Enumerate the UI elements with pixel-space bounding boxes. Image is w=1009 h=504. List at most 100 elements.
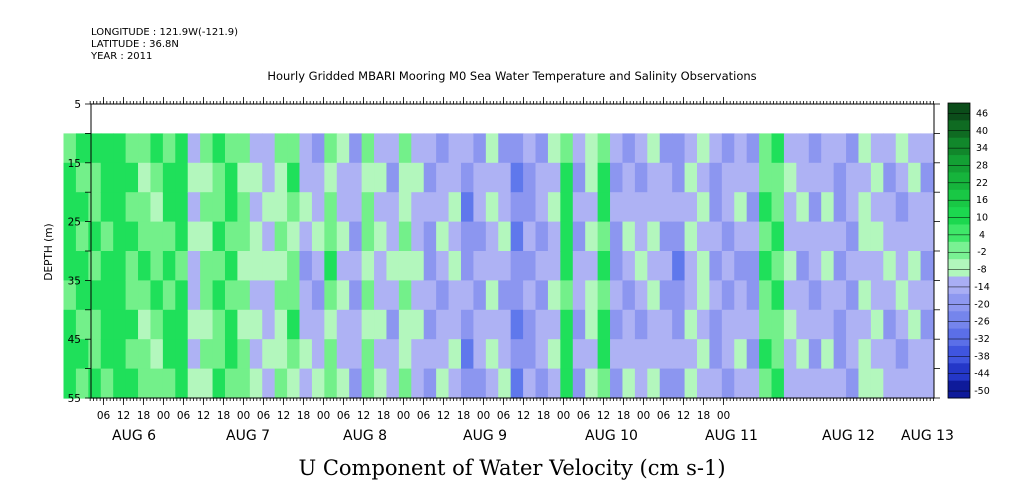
y-tick-label: 15 [68, 158, 81, 170]
heatmap-cell [734, 280, 748, 311]
heatmap-cell [870, 133, 884, 164]
heatmap-cell [721, 133, 735, 164]
heatmap-cell [75, 368, 89, 399]
heatmap-cell [870, 192, 884, 223]
heatmap-cell [212, 221, 226, 252]
heatmap-cell [622, 339, 636, 370]
heatmap-cell [212, 133, 226, 164]
colorbar-label: 28 [976, 160, 988, 171]
heatmap-cell [895, 221, 909, 252]
heatmap-cell [696, 368, 711, 399]
heatmap-cell [572, 192, 586, 223]
heatmap-cell [659, 368, 673, 399]
heatmap-cell [311, 368, 325, 399]
heatmap-cell [411, 368, 425, 399]
heatmap-cell [858, 309, 872, 340]
heatmap-cell [622, 192, 636, 223]
colorbar-label: 10 [976, 213, 988, 224]
heatmap-cell [361, 221, 375, 252]
heatmap-cell [374, 192, 388, 223]
heatmap-cell [448, 368, 462, 399]
heatmap-cell [510, 339, 524, 370]
heatmap-cell [187, 280, 201, 311]
heatmap-cell [150, 192, 164, 223]
heatmap-cell [821, 368, 835, 399]
heatmap-cell [274, 192, 288, 223]
heatmap-cell [485, 221, 499, 252]
heatmap-cell [423, 368, 437, 399]
heatmap-cell [523, 192, 537, 223]
heatmap-cell [510, 221, 524, 252]
heatmap-cell [423, 339, 437, 370]
heatmap-cell [212, 339, 226, 370]
heatmap-cell [398, 221, 412, 252]
heatmap-cell [659, 162, 673, 193]
heatmap-cell [746, 133, 760, 164]
heatmap-cell [585, 221, 599, 252]
heatmap-cell [423, 221, 437, 252]
x-hour-label: 06 [97, 410, 111, 422]
heatmap-cell [833, 280, 847, 311]
chart-title: Hourly Gridded MBARI Mooring M0 Sea Wate… [267, 69, 756, 83]
heatmap-cell [883, 368, 897, 399]
heatmap-cell [411, 339, 425, 370]
heatmap-cell [759, 368, 773, 399]
heatmap-cell [336, 251, 350, 281]
heatmap-cell [895, 368, 909, 399]
heatmap-cell [696, 162, 711, 193]
heatmap-cell [349, 162, 363, 193]
heatmap-cell [138, 339, 152, 370]
heatmap-cell [920, 221, 934, 252]
heatmap-cell [846, 221, 860, 252]
x-hour-label: 18 [297, 410, 310, 422]
heatmap-cell [547, 368, 561, 399]
x-hour-label: 12 [277, 410, 290, 422]
heatmap-cell [808, 368, 822, 399]
heatmap-cell [125, 251, 139, 281]
heatmap-cell [411, 192, 425, 223]
latitude-line: LATITUDE : 36.8N [91, 39, 179, 50]
heatmap-cell [597, 221, 611, 252]
heatmap-cell [510, 368, 524, 399]
heatmap-cell [908, 280, 922, 311]
heatmap-cell [162, 368, 176, 399]
heatmap-cell [535, 221, 549, 252]
heatmap-cell [821, 133, 835, 164]
heatmap-cell [448, 192, 462, 223]
heatmap-cell [783, 280, 797, 311]
heatmap-cell [374, 280, 388, 311]
heatmap-cell [324, 192, 338, 223]
heatmap-cell [734, 309, 748, 340]
heatmap-cell [436, 280, 450, 311]
heatmap-cell [237, 133, 251, 164]
heatmap-cell [684, 309, 698, 340]
heatmap-cell [721, 162, 735, 193]
heatmap-cell [833, 162, 847, 193]
heatmap-cell [324, 221, 338, 252]
x-day-label: AUG 10 [585, 428, 638, 444]
colorbar-label: 22 [976, 178, 988, 189]
heatmap-cell [634, 339, 648, 370]
colorbar-swatch [948, 137, 970, 156]
heatmap-cell [870, 368, 884, 399]
heatmap-cell [75, 192, 89, 223]
x-hour-label: 00 [237, 410, 250, 422]
heatmap-cell [659, 192, 673, 223]
colorbar-swatch [948, 363, 970, 382]
heatmap-cell [485, 280, 499, 311]
heatmap-cell [423, 251, 437, 281]
heatmap-cell [734, 339, 748, 370]
heatmap-cell [759, 339, 773, 370]
heatmap-cell [560, 339, 574, 370]
heatmap-cell [622, 280, 636, 311]
heatmap-cell [485, 192, 499, 223]
heatmap-cell [696, 309, 711, 340]
heatmap-cell [200, 309, 214, 340]
heatmap-cell [361, 280, 375, 311]
heatmap-cell [237, 339, 251, 370]
heatmap-cell [634, 133, 648, 164]
longitude-line: LONGITUDE : 121.9W(-121.9) [91, 27, 238, 38]
heatmap-cell [349, 251, 363, 281]
heatmap-cell [349, 368, 363, 399]
heatmap-cell [746, 162, 760, 193]
